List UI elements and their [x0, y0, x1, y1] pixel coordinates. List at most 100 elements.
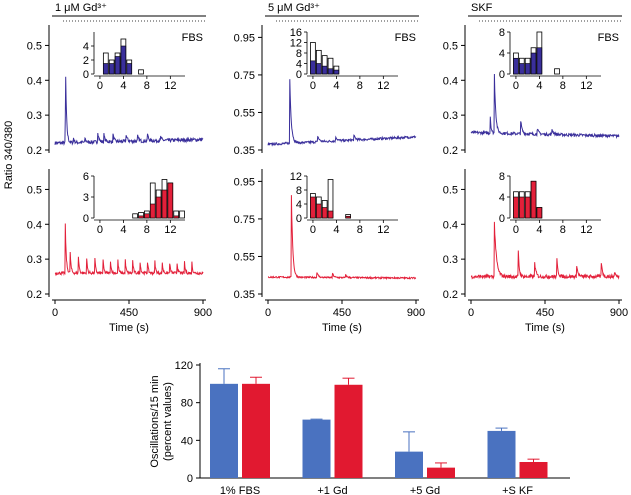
- inset-x-tick-label: 4: [333, 80, 339, 92]
- histogram-bar-filled: [161, 189, 168, 219]
- inset-x-tick-label: 0: [513, 224, 519, 236]
- time-axis-B3: 0 450 900 Time (s): [468, 299, 628, 334]
- inset-x-tick-label: 4: [536, 80, 542, 92]
- inset-y-tick-label: 0: [83, 69, 89, 81]
- inset-histogram: 0 3 6 0 4 8 12: [83, 171, 185, 236]
- inset-y-tick-label: 12: [290, 38, 302, 50]
- y-tick-label: 0.4: [27, 219, 42, 231]
- inset-x-tick-label: 0: [310, 80, 316, 92]
- histogram-bar-filled: [120, 45, 127, 75]
- inset-x-tick-label: 4: [120, 224, 126, 236]
- histogram-bar-filled: [530, 180, 537, 219]
- inset-y-tick-label: 8: [499, 171, 505, 183]
- inset-x-tick-label: 4: [536, 224, 542, 236]
- bar-y-tick-label: 0: [187, 473, 193, 485]
- inset-x-tick-label: 0: [97, 80, 103, 92]
- y-tick-label: 0.5: [27, 40, 42, 52]
- panel-header: 5 μM Gd³⁺: [268, 2, 320, 14]
- histogram-bar-filled: [316, 203, 322, 219]
- x-tick-label: 0: [265, 307, 271, 319]
- histogram-bar-filled: [310, 60, 316, 75]
- inset-x-tick-label: 12: [377, 224, 389, 236]
- x-tick-label: 900: [610, 307, 628, 319]
- y-axis-label: Ratio 340/380: [3, 121, 15, 190]
- inset-x-tick-label: 0: [97, 224, 103, 236]
- inset-y-tick-label: 8: [499, 27, 505, 39]
- inset-x-tick-label: 8: [357, 80, 363, 92]
- trace-line: [54, 223, 204, 277]
- histogram-bar-filled: [333, 69, 340, 75]
- inset-x-tick-label: 12: [580, 224, 592, 236]
- bar-category-label: +S KF: [502, 485, 533, 495]
- inset-x-tick-label: 8: [357, 224, 363, 236]
- inset-label: FBS: [395, 32, 416, 44]
- inset-y-tick-label: 8: [296, 48, 302, 60]
- inset-y-tick-label: 4: [296, 199, 302, 211]
- inset-y-tick-label: 2: [83, 55, 89, 67]
- bar-y-tick-label: 120: [175, 360, 193, 372]
- inset-y-tick-label: 4: [296, 59, 302, 71]
- y-tick-label: 0.2: [443, 145, 458, 157]
- bar-y-tick-label: 40: [181, 435, 193, 447]
- bar-y-label: Oscillations/15 min: [149, 375, 161, 467]
- inset-x-tick-label: 12: [164, 80, 176, 92]
- x-tick-label: 450: [536, 307, 554, 319]
- time-axis-B1: 0 450 900 Time (s): [52, 299, 212, 334]
- histogram-bar-total: [138, 69, 144, 75]
- y-tick-label: 0.4: [443, 219, 458, 231]
- bar-blue: [210, 383, 238, 478]
- x-tick-label: 450: [333, 307, 351, 319]
- inset-y-tick-label: 4: [83, 41, 89, 53]
- inset-y-tick-label: 0: [296, 69, 302, 81]
- histogram-bar-filled: [519, 196, 525, 219]
- trace-line: [267, 79, 417, 147]
- oscillation-bar-chart: 120 80 40 0 Oscillations/15 min (percent valu…: [149, 360, 570, 495]
- time-axis-B2: 0 450 900 Time (s): [265, 299, 425, 334]
- inset-x-tick-label: 0: [513, 80, 519, 92]
- histogram-bar-filled: [138, 215, 144, 219]
- y-tick-label: 0.75: [234, 70, 255, 82]
- trace-panel-B1: 0.5 0.4 0.3 0.2 0 3 6 0 4 8 12: [27, 169, 204, 301]
- bar-red: [334, 384, 363, 478]
- trace-panel-A3: SKF 0.5 0.4 0.3 0.2 0 4 8 0 4 8 12 FBS: [443, 2, 622, 157]
- x-axis-title: Time (s): [525, 322, 565, 334]
- inset-y-tick-label: 0: [296, 213, 302, 225]
- histogram-bar-filled: [167, 182, 174, 219]
- bar-blue: [302, 419, 331, 478]
- inset-label: FBS: [182, 32, 203, 44]
- histogram-bar-filled: [114, 56, 121, 75]
- y-tick-label: 0.4: [443, 75, 458, 87]
- x-tick-label: 0: [52, 307, 58, 319]
- histogram-bar-filled: [108, 63, 115, 75]
- histogram-bar-filled: [321, 207, 328, 219]
- histogram-bar-filled: [103, 63, 109, 75]
- histogram-bar-filled: [321, 65, 328, 75]
- inset-y-tick-label: 0: [499, 69, 505, 81]
- inset-x-tick-label: 8: [560, 80, 566, 92]
- histogram-bar-total: [554, 68, 560, 75]
- bar-red: [242, 383, 270, 478]
- inset-histogram: 0 4 8 0 4 8 12 FBS: [499, 27, 619, 92]
- y-tick-label: 0.3: [27, 110, 42, 122]
- histogram-bar-filled: [536, 207, 543, 219]
- bar-category-label: +1 Gd: [317, 485, 347, 495]
- histogram-bar-filled: [519, 63, 525, 75]
- y-tick-label: 0.55: [234, 107, 255, 119]
- trace-line: [470, 73, 620, 140]
- y-tick-label: 0.5: [443, 184, 458, 196]
- inset-histogram: 0 4 8 0 4 8 12: [499, 171, 601, 236]
- inset-x-tick-label: 8: [560, 224, 566, 236]
- histogram-bar-filled: [345, 215, 351, 219]
- histogram-bar-filled: [530, 52, 537, 75]
- histogram-bar-filled: [327, 68, 334, 75]
- y-tick-label: 0.5: [443, 40, 458, 52]
- y-tick-label: 0.75: [234, 214, 255, 226]
- inset-x-tick-label: 12: [164, 224, 176, 236]
- histogram-bar-filled: [513, 57, 519, 75]
- bar-y-label-units: (percent values): [162, 382, 174, 461]
- histogram-bar-filled: [310, 196, 316, 219]
- inset-y-tick-label: 3: [83, 192, 89, 204]
- histogram-bar-filled: [524, 63, 531, 75]
- inset-y-tick-label: 4: [499, 48, 505, 60]
